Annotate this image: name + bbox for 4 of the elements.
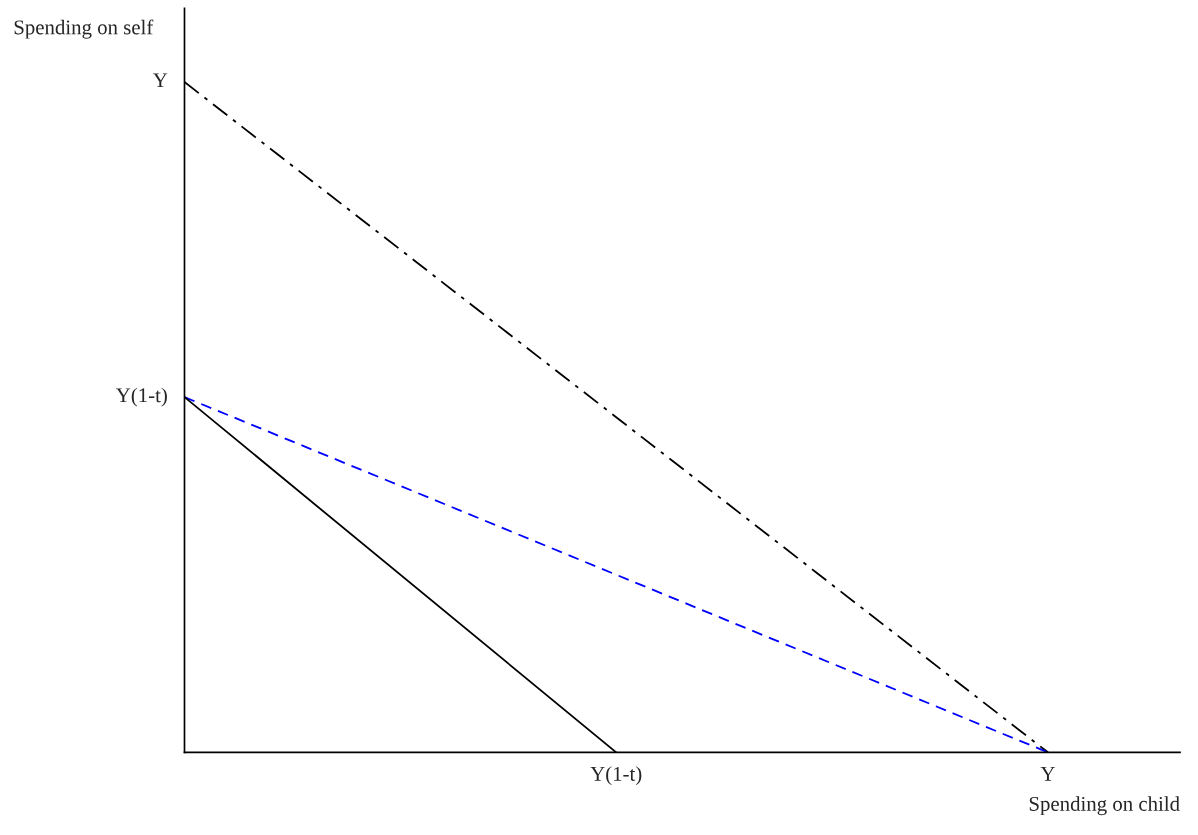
- text: Y: [153, 73, 168, 88]
- y-axis-title: Spending on self: [14, 19, 154, 39]
- text: Y(1-t): [116, 387, 167, 407]
- x-axis-title: Spending on child: [1029, 796, 1180, 816]
